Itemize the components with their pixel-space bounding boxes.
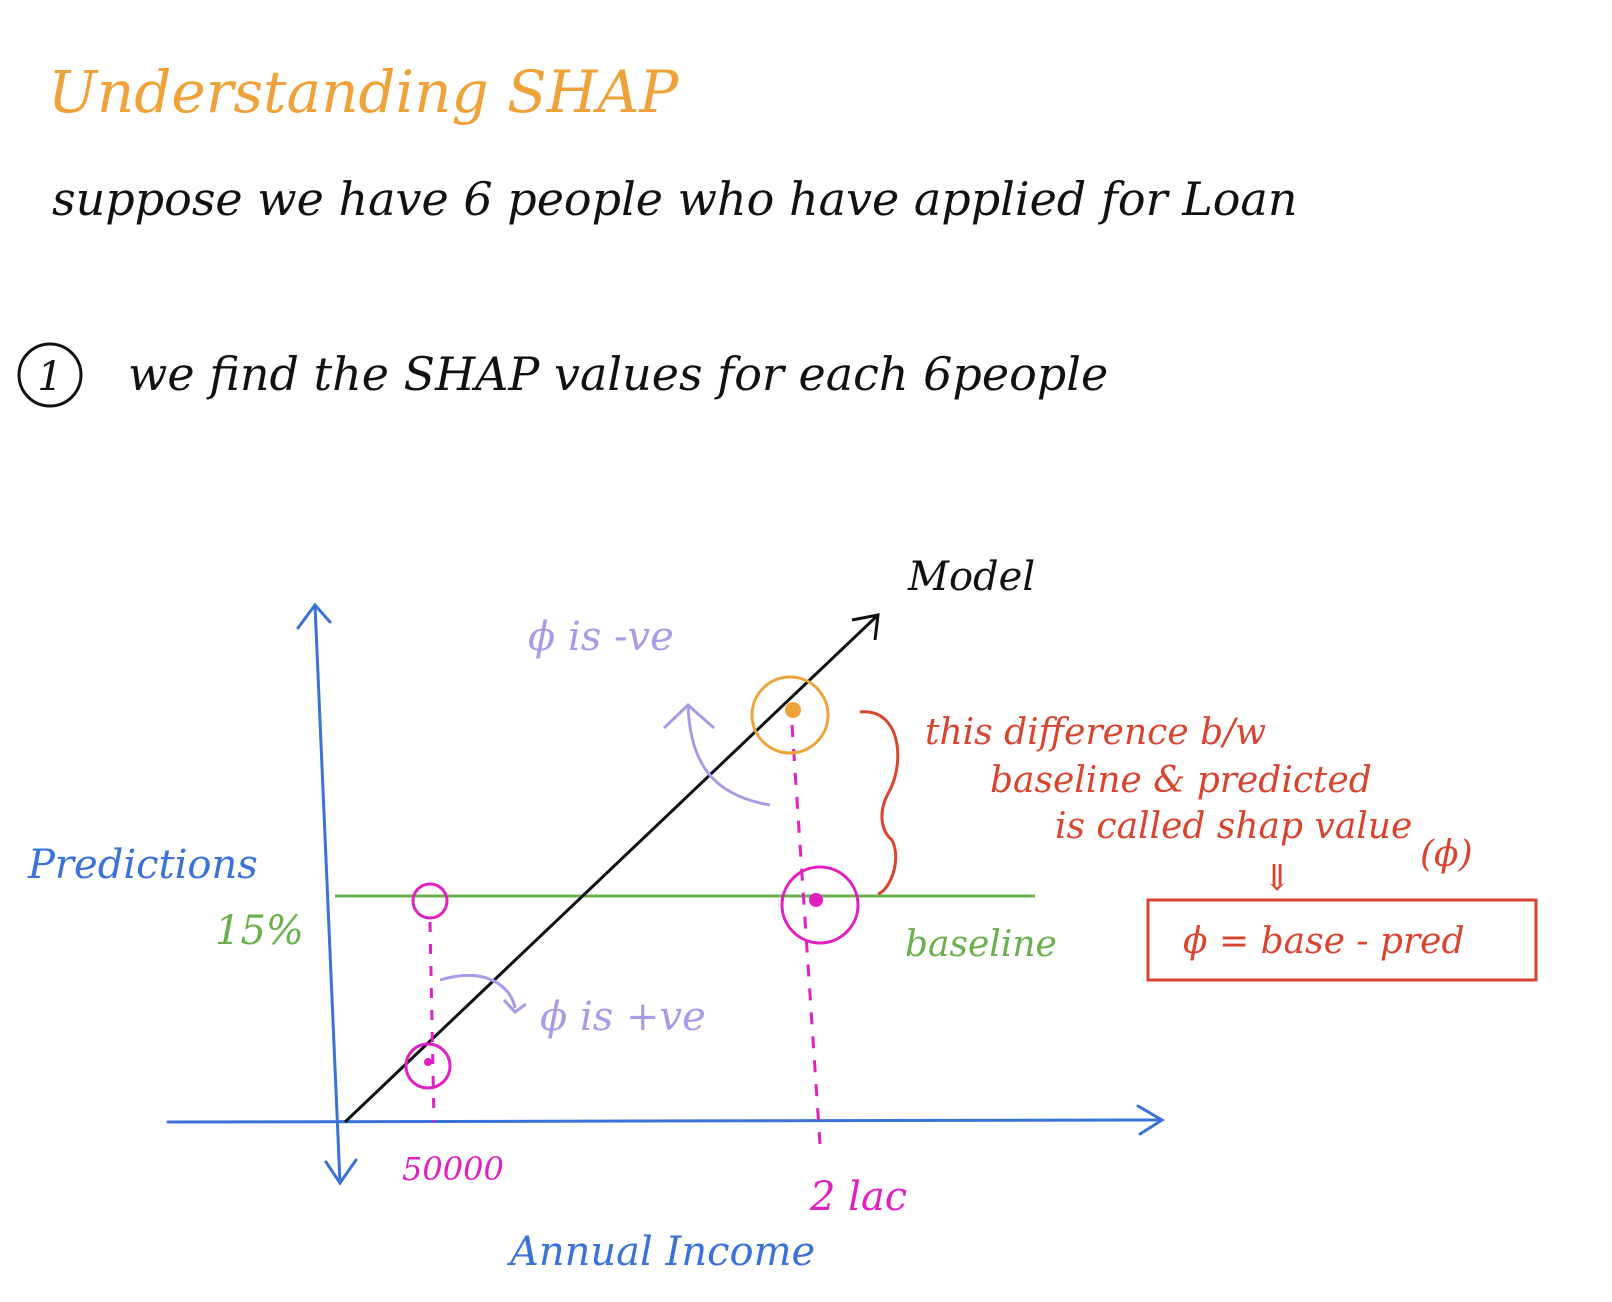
phi-positive-arrow-icon bbox=[502, 998, 527, 1015]
baseline-point-right bbox=[780, 865, 860, 945]
point-50000: 50000 bbox=[402, 882, 504, 1188]
formula-text: ϕ = base - pred bbox=[1183, 921, 1465, 962]
baseline-dot-right bbox=[809, 893, 823, 907]
model-arrow bbox=[851, 613, 880, 641]
step-number-circle bbox=[17, 342, 83, 408]
phi-positive-curve bbox=[439, 974, 517, 1009]
step-text: we find the SHAP values for each 6people bbox=[128, 347, 1108, 401]
phi-negative-note: ϕ is -ve bbox=[528, 614, 674, 660]
x-axis-line bbox=[166, 1118, 1164, 1124]
x-axis-label: Annual Income bbox=[506, 1229, 815, 1275]
axes bbox=[166, 602, 1165, 1186]
phi-negative-arrow-icon bbox=[662, 702, 715, 730]
step-one: 1 we find the SHAP values for each 6peop… bbox=[17, 342, 1108, 408]
page-title: Understanding SHAP bbox=[48, 58, 679, 126]
prediction-dot-right bbox=[785, 702, 801, 718]
y-axis-arrow-down bbox=[324, 1158, 358, 1186]
tick-50000-dash bbox=[428, 921, 436, 1123]
shap-explanation: this difference b/w baseline & predicted… bbox=[859, 710, 1538, 982]
model-line bbox=[343, 613, 880, 1124]
intro-text: suppose we have 6 people who have applie… bbox=[52, 172, 1297, 226]
prediction-dot-left bbox=[424, 1058, 432, 1066]
phi-negative-annotation: ϕ is -ve bbox=[528, 614, 771, 807]
x-tick-50000: 50000 bbox=[402, 1150, 504, 1188]
prediction-point-left bbox=[404, 1042, 452, 1090]
phi-negative-curve bbox=[686, 704, 771, 807]
down-arrow-icon: ⇓ bbox=[1262, 858, 1292, 899]
model-label: Model bbox=[907, 554, 1035, 600]
y-axis-arrow-up bbox=[296, 602, 332, 630]
baseline-point-left bbox=[411, 882, 449, 920]
x-axis-arrow bbox=[1136, 1104, 1165, 1136]
baseline-label: baseline bbox=[905, 924, 1057, 965]
explanation-line-3: is called shap value bbox=[1055, 806, 1412, 847]
difference-brace bbox=[859, 710, 900, 896]
point-2lac: 2 lac bbox=[750, 675, 907, 1220]
explanation-line-2: baseline & predicted bbox=[990, 760, 1372, 801]
phi-positive-note: ϕ is +ve bbox=[540, 994, 706, 1040]
step-number: 1 bbox=[37, 354, 62, 400]
y-axis-label: Predictions bbox=[27, 842, 258, 888]
x-tick-2lac: 2 lac bbox=[809, 1174, 907, 1220]
baseline-value: 15% bbox=[215, 908, 304, 954]
prediction-point-right bbox=[750, 675, 830, 755]
y-axis-line bbox=[313, 603, 342, 1185]
explanation-line-1: this difference b/w bbox=[925, 712, 1266, 753]
formula-box bbox=[1146, 898, 1538, 982]
explanation-line-4: (ϕ) bbox=[1420, 834, 1473, 875]
phi-positive-annotation: ϕ is +ve bbox=[439, 974, 706, 1040]
